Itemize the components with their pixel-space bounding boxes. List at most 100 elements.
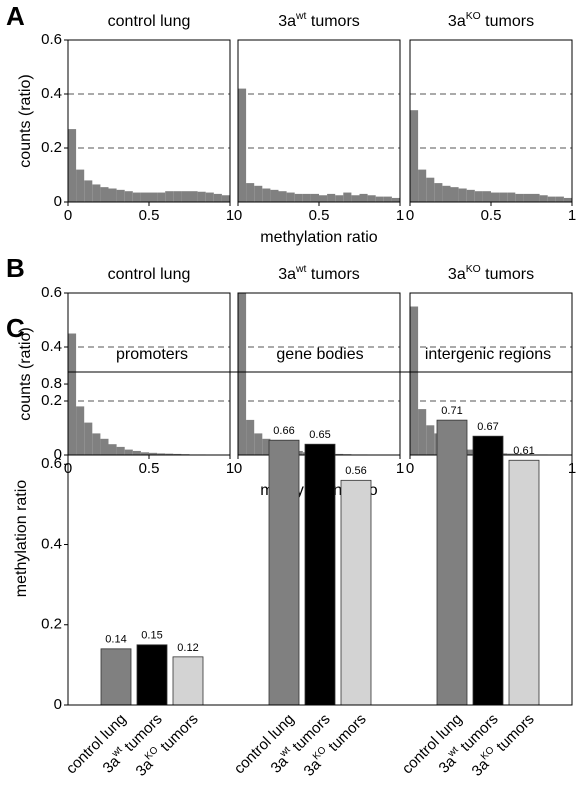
hist-bar: [410, 110, 419, 202]
hist-bar: [383, 196, 392, 202]
hist-bar: [434, 183, 443, 202]
hist-bar: [124, 449, 133, 455]
hist-bar: [442, 185, 451, 202]
hist-bar: [418, 169, 427, 202]
panel-title-part: tumors: [306, 266, 359, 283]
panel-title-part: 3a: [278, 266, 296, 283]
hist-bar: [410, 306, 419, 455]
hist-bar: [319, 195, 328, 202]
panel-title-part: tumors: [306, 13, 359, 30]
hist-bar: [539, 195, 548, 202]
axes-frame: [67, 371, 573, 706]
hist-bar: [555, 196, 564, 202]
y-tick-label: 0.4: [41, 535, 62, 552]
value-label: 0.67: [477, 421, 498, 433]
panel-title: 3awt tumors: [278, 264, 360, 283]
hist-bar: [157, 192, 166, 202]
panel-title: 3aKO tumors: [448, 264, 534, 283]
group-title: intergenic regions: [425, 346, 551, 363]
hist-bar: [92, 184, 101, 202]
hist-bar: [515, 193, 524, 202]
hist-bar: [294, 193, 303, 202]
hist-bar: [335, 453, 344, 455]
hist-bar: [213, 193, 222, 202]
y-tick-label: 0.6: [41, 31, 62, 48]
bar-label-part: tumors: [490, 711, 537, 758]
hist-bar: [116, 446, 125, 455]
hist-bar: [76, 169, 85, 202]
panel-title-part: 3a: [448, 266, 466, 283]
x-tick-label: 0.5: [139, 207, 160, 224]
bar-label-part: tumors: [322, 711, 369, 758]
hist-bar: [92, 433, 101, 455]
panel-title: control lung: [108, 13, 191, 30]
value-label: 0.61: [513, 445, 534, 457]
x-tick-label: 0.5: [481, 207, 502, 224]
hist-bar: [426, 425, 435, 455]
bar-label-part: tumors: [154, 711, 201, 758]
hist-bar: [246, 183, 255, 202]
hist-bar: [84, 180, 93, 202]
panel-letter: B: [6, 253, 25, 283]
panel-title-part: tumors: [481, 266, 534, 283]
hist-bar: [278, 191, 287, 202]
hist-bar: [173, 191, 182, 202]
hist-bar: [367, 195, 376, 202]
panel-title-part: 3a: [278, 13, 296, 30]
hist-bar: [68, 333, 77, 455]
hist-bar: [286, 192, 295, 202]
hist-bar: [124, 191, 133, 202]
hist-bar: [173, 453, 182, 455]
x-tick-label: 0: [234, 207, 242, 224]
bar: [508, 459, 540, 706]
x-tick-label: 0: [64, 207, 72, 224]
hist-bar: [343, 192, 352, 202]
x-axis-label: methylation ratio: [260, 229, 377, 246]
hist-bar: [499, 192, 508, 202]
y-tick-label: 0.2: [41, 392, 62, 409]
hist-bar: [165, 191, 174, 202]
hist-bar: [547, 196, 556, 202]
hist-bar: [262, 438, 271, 455]
panel-title-part: KO: [466, 264, 481, 275]
panel-title-part: wt: [295, 264, 307, 275]
hist-bar: [108, 444, 117, 455]
panel-title-part: control lung: [108, 266, 191, 283]
y-tick-label: 0.8: [41, 375, 62, 392]
hist-bar: [270, 189, 279, 202]
hist-bar: [310, 193, 319, 202]
panel-title: 3aKO tumors: [448, 11, 534, 30]
hist-bar: [221, 195, 230, 202]
hist-bar: [132, 450, 141, 455]
value-label: 0.15: [141, 630, 162, 642]
axes-frame: [67, 39, 231, 203]
axes-frame: [237, 39, 401, 203]
hist-bar: [238, 293, 247, 455]
hist-bar: [507, 192, 516, 202]
panel-title-part: tumors: [481, 13, 534, 30]
hist-bar: [391, 197, 400, 202]
y-tick-label: 0: [54, 446, 62, 463]
value-label: 0.14: [105, 634, 126, 646]
hist-bar: [426, 177, 435, 202]
bar: [340, 479, 372, 706]
hist-bar: [149, 192, 158, 202]
hist-bar: [189, 191, 198, 202]
hist-bar: [157, 453, 166, 455]
bar: [172, 656, 204, 706]
panel-title-part: KO: [466, 11, 481, 22]
x-tick-label: 1: [568, 207, 576, 224]
bar: [436, 419, 468, 706]
hist-bar: [205, 192, 214, 202]
hist-bar: [165, 453, 174, 455]
y-tick-label: 0.4: [41, 85, 62, 102]
hist-bar: [132, 192, 141, 202]
x-tick-label: 0.5: [139, 460, 160, 477]
hist-bar: [515, 453, 524, 455]
bar: [304, 443, 336, 706]
panel-title-part: wt: [295, 11, 307, 22]
group-title: gene bodies: [276, 346, 363, 363]
y-tick-label: 0.2: [41, 616, 62, 633]
value-label: 0.12: [177, 642, 198, 654]
hist-bar: [450, 187, 459, 202]
